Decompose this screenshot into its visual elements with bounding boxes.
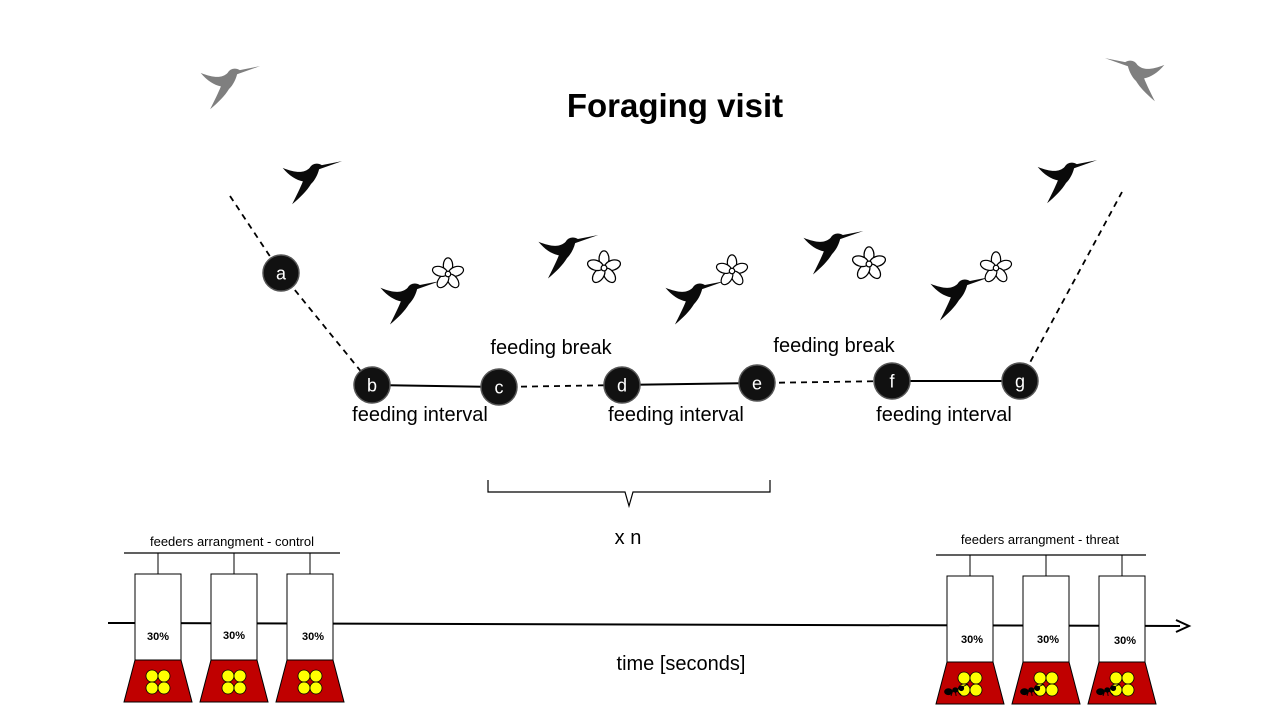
node-a-label: a <box>276 264 287 284</box>
node-a: a <box>262 254 300 292</box>
feeder-control-2: 30% <box>199 553 269 703</box>
feeder-concentration: 30% <box>302 631 324 643</box>
hummingbird-icon-break-2 <box>803 230 864 275</box>
a-to-b-dashed-line <box>280 272 373 386</box>
feeders-threat-caption: feeders arrangment - threat <box>961 532 1120 547</box>
d-to-e-solid-line <box>621 382 758 386</box>
node-b: b <box>353 366 391 404</box>
feeding-interval-label-2: feeding interval <box>608 404 744 426</box>
feeders-control: feeders arrangment - control 30% 30% 30% <box>123 534 345 703</box>
b-to-c-solid-line <box>371 384 500 388</box>
node-g: g <box>1001 362 1039 400</box>
feeder-flower-icon <box>145 669 171 695</box>
node-g-label: g <box>1015 372 1025 392</box>
node-d-label: d <box>617 376 627 396</box>
feeder-control-1: 30% <box>123 553 193 703</box>
hummingbird-icon-feeding-1 <box>380 280 441 325</box>
feeder-flower-icon <box>1109 671 1135 697</box>
feeder-threat-2: 30% <box>1011 555 1081 705</box>
departure-dashed-line <box>1019 191 1123 382</box>
e-to-f-dashed-line <box>756 380 893 384</box>
time-axis-label: time [seconds] <box>617 653 746 675</box>
feeder-concentration: 30% <box>961 634 983 646</box>
feeder-control-3: 30% <box>275 553 345 703</box>
feeders-control-caption: feeders arrangment - control <box>150 534 314 549</box>
hummingbird-icon-break-1 <box>538 234 599 279</box>
feeder-flower-icon <box>297 669 323 695</box>
node-e: e <box>738 364 776 402</box>
flower-icon-4 <box>851 246 887 282</box>
time-axis-line <box>107 622 1181 627</box>
feeding-interval-label-1: feeding interval <box>352 404 488 426</box>
time-axis-arrow-icon <box>1175 619 1192 633</box>
feeder-concentration: 30% <box>1114 635 1136 647</box>
repeat-brace <box>487 480 771 509</box>
hummingbird-icon-approach <box>282 161 343 205</box>
node-d: d <box>603 366 641 404</box>
feeder-concentration: 30% <box>147 631 169 643</box>
feeding-break-label-1: feeding break <box>490 337 612 359</box>
node-c-label: c <box>495 378 504 398</box>
feeder-threat-3: 30% <box>1087 555 1157 705</box>
flower-icon-2 <box>586 250 622 286</box>
flower-icons <box>431 246 1013 291</box>
node-e-label: e <box>752 374 762 394</box>
diagram-title: Foraging visit <box>567 87 783 124</box>
c-to-d-dashed-line <box>498 384 623 388</box>
feeder-concentration: 30% <box>223 630 245 642</box>
node-f-label: f <box>889 372 895 392</box>
repeat-label: x n <box>615 527 642 549</box>
node-b-label: b <box>367 376 377 396</box>
feeder-threat-1: 30% <box>935 555 1005 705</box>
feeders-threat: feeders arrangment - threat 30% 30% <box>935 532 1157 705</box>
hummingbird-icon-feeding-2 <box>665 280 726 325</box>
node-f: f <box>873 362 911 400</box>
feeding-break-label-2: feeding break <box>773 335 895 357</box>
node-c: c <box>480 368 518 406</box>
approach-dashed-line <box>229 195 282 274</box>
feeding-interval-label-3: feeding interval <box>876 404 1012 426</box>
feeder-flower-icon <box>221 669 247 695</box>
hummingbird-grey-icon-left <box>200 66 261 110</box>
hummingbird-icon-depart <box>1037 160 1098 204</box>
hummingbird-grey-icon-right <box>1104 58 1165 102</box>
visit-path <box>229 191 1123 388</box>
flower-icon-1 <box>431 257 465 291</box>
feeder-flower-icon <box>1033 671 1059 697</box>
feeder-concentration: 30% <box>1037 634 1059 646</box>
hummingbird-icon-feeding-3 <box>930 276 991 321</box>
